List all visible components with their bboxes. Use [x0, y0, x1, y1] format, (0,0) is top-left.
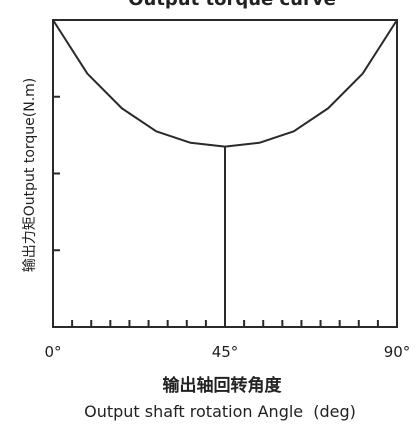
y-axis-ticks — [53, 95, 60, 252]
x-axis-unit: (deg) — [313, 402, 356, 421]
torque-curve-series-1 — [52, 19, 398, 148]
x-tick-labels: 0° 45° 90° — [44, 343, 410, 361]
x-minor-ticks — [71, 320, 379, 327]
chart-title: Output torque curve — [128, 0, 336, 10]
x-axis-label-en-text: Output shaft rotation Angle — [84, 402, 303, 421]
y-axis-label: 输出力矩Output torque(N.m) — [22, 78, 38, 273]
x-axis-label-en: Output shaft rotation Angle (deg) — [84, 402, 356, 421]
x-axis-label-cn: 输出轴回转角度 — [163, 375, 283, 396]
x-tick-label-1: 45° — [212, 343, 239, 361]
torque-curve-layer — [52, 19, 398, 148]
x-tick-label-2: 90° — [384, 343, 411, 361]
x-tick-label-0: 0° — [44, 343, 61, 361]
